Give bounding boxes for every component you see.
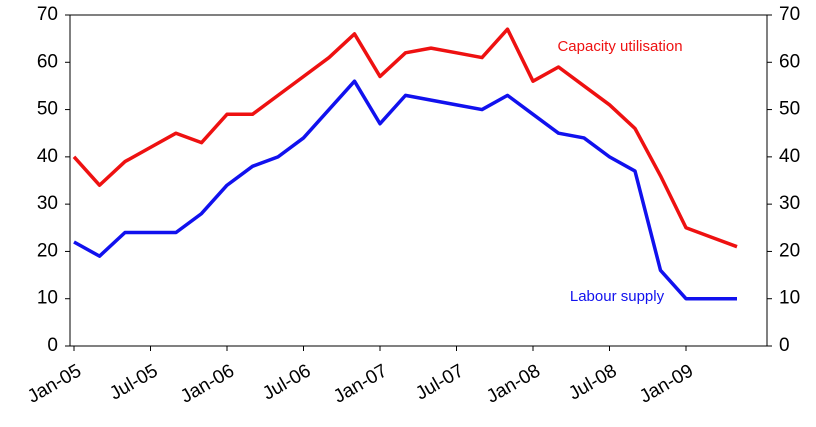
- y2-tick-label: 50: [779, 99, 800, 120]
- y-tick-label: 50: [37, 99, 58, 120]
- x-tick-label: Jul-08: [565, 360, 620, 404]
- y-tick-label: 30: [37, 193, 58, 214]
- series-line: [73, 79, 737, 301]
- y2-tick-label: 0: [779, 335, 790, 356]
- x-tick-label: Jul-07: [412, 360, 467, 404]
- x-tick-label: Jan-09: [636, 360, 697, 407]
- y2-tick-label: 70: [779, 4, 800, 25]
- y2-tick-label: 20: [779, 240, 800, 261]
- series-line: [72, 27, 738, 249]
- y2-tick-label: 30: [779, 193, 800, 214]
- x-tick-label: Jul-05: [106, 360, 161, 404]
- y-tick-label: 10: [37, 288, 58, 309]
- y2-tick-label: 10: [779, 288, 800, 309]
- x-tick-label: Jan-08: [483, 360, 544, 407]
- y-tick-label: 40: [37, 146, 58, 167]
- y-tick-label: 0: [47, 335, 58, 356]
- x-tick-label: Jul-06: [259, 360, 314, 404]
- y-tick-label: 60: [37, 51, 58, 72]
- y-tick-label: 70: [37, 4, 58, 25]
- plot-frame: [69, 14, 768, 347]
- y-tick-label: 20: [37, 240, 58, 261]
- series-label: Capacity utilisation: [557, 38, 682, 55]
- x-tick-label: Jan-06: [177, 360, 238, 407]
- series-label: Labour supply: [570, 288, 665, 305]
- y2-tick-label: 60: [779, 51, 800, 72]
- x-tick-label: Jan-07: [330, 360, 391, 407]
- y2-tick-label: 40: [779, 146, 800, 167]
- x-tick-label: Jan-05: [24, 360, 85, 407]
